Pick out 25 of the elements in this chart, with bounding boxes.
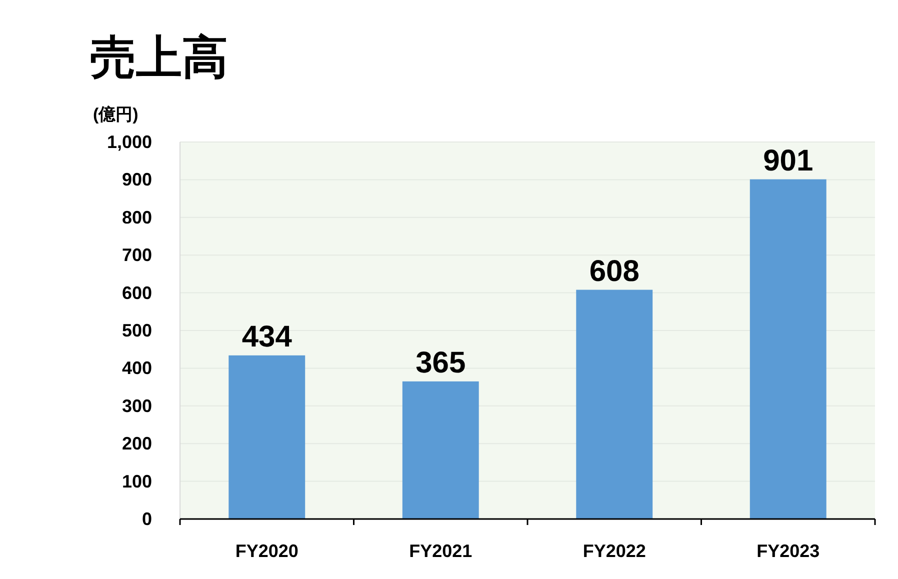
data-label: 365 [416, 346, 466, 380]
y-tick-label: 0 [142, 509, 152, 529]
bar [402, 381, 479, 519]
x-tick-label: FY2021 [409, 541, 472, 561]
y-tick-label: 300 [122, 396, 152, 416]
chart-title: 売上高 [90, 31, 228, 83]
data-label: 901 [763, 144, 814, 178]
y-tick-label: 700 [122, 245, 152, 266]
y-tick-label: 1,000 [106, 132, 152, 152]
x-tick-label: FY2020 [235, 541, 298, 561]
y-axis-title: (億円) [93, 105, 138, 124]
y-tick-label: 400 [122, 358, 152, 378]
x-tick-label: FY2023 [756, 541, 820, 561]
y-tick-label: 900 [122, 170, 152, 190]
bar [576, 290, 653, 519]
y-tick-label: 200 [122, 434, 152, 454]
y-tick-label: 500 [122, 320, 152, 340]
bar [228, 355, 306, 519]
y-tick-label: 600 [122, 282, 152, 303]
x-tick-label: FY2022 [582, 541, 646, 561]
data-label: 608 [589, 254, 640, 288]
bar [750, 179, 826, 519]
y-tick-label: 800 [122, 207, 152, 228]
y-tick-label: 100 [122, 471, 152, 492]
data-label: 434 [242, 320, 292, 354]
